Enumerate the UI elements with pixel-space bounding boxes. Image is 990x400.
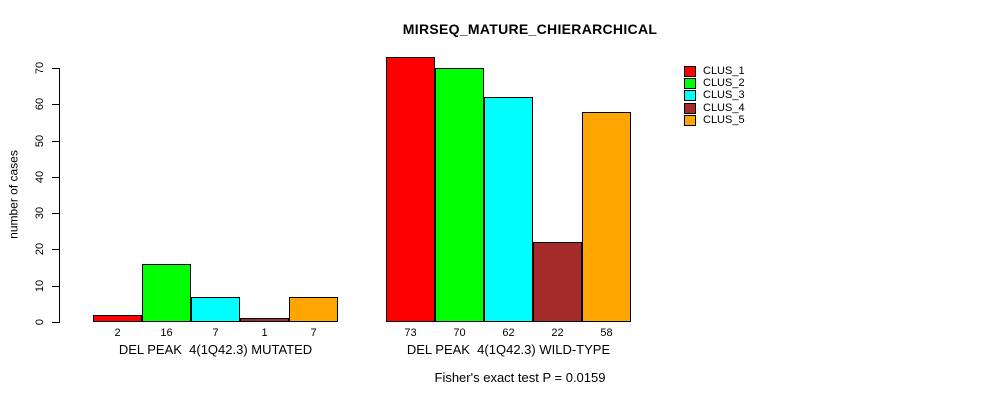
legend-label: CLUS_1 xyxy=(703,64,745,77)
y-axis-title: number of cases xyxy=(6,150,21,239)
bar xyxy=(386,57,435,322)
y-tick-label: 60 xyxy=(34,98,46,111)
legend-swatch xyxy=(684,102,696,114)
y-tick-label: 20 xyxy=(34,243,46,256)
bar xyxy=(484,97,533,322)
legend-swatch xyxy=(684,114,696,126)
bar xyxy=(533,242,582,322)
y-tick-label: 70 xyxy=(34,61,46,75)
y-tick-label: 0 xyxy=(34,318,46,326)
y-tick-label: 50 xyxy=(34,134,46,147)
group-x-axis-label: DEL PEAK 4(1Q42.3) MUTATED xyxy=(118,342,313,357)
bar-value-label: 22 xyxy=(551,327,564,339)
bar-value-label: 7 xyxy=(212,327,219,339)
y-axis-line xyxy=(59,68,60,323)
legend-row: CLUS_5 xyxy=(684,114,745,126)
bar xyxy=(289,297,338,322)
y-tick-mark xyxy=(52,104,59,106)
bar-value-label: 16 xyxy=(160,327,173,339)
y-tick-mark xyxy=(52,285,59,287)
legend: CLUS_1 CLUS_2 CLUS_3 CLUS_4 CLUS_5 xyxy=(684,65,745,126)
y-tick-mark xyxy=(52,140,59,142)
y-tick-mark xyxy=(52,213,59,215)
legend-row: CLUS_2 xyxy=(684,77,745,89)
legend-label: CLUS_3 xyxy=(703,89,745,102)
bar xyxy=(93,315,142,322)
legend-label: CLUS_2 xyxy=(703,76,745,89)
bar xyxy=(582,112,631,322)
bar xyxy=(240,318,289,322)
group-x-axis-label: DEL PEAK 4(1Q42.3) WILD-TYPE xyxy=(406,342,611,357)
y-tick-mark xyxy=(52,68,59,69)
legend-swatch xyxy=(684,65,696,77)
y-tick-mark xyxy=(52,176,59,178)
bar-value-label: 62 xyxy=(502,327,515,339)
bar-value-label: 58 xyxy=(600,327,613,339)
footer-annotation: Fisher's exact test P = 0.0159 xyxy=(434,370,606,385)
y-tick-label: 10 xyxy=(34,279,46,292)
y-tick-mark xyxy=(52,249,59,251)
y-tick-mark xyxy=(52,322,59,323)
legend-swatch xyxy=(684,90,696,102)
legend-swatch xyxy=(684,77,696,89)
bar xyxy=(435,68,484,322)
bar-value-label: 2 xyxy=(114,327,121,339)
legend-label: CLUS_5 xyxy=(703,113,745,126)
bar-value-label: 73 xyxy=(404,327,417,339)
y-tick-label: 40 xyxy=(34,170,46,183)
y-tick-label: 30 xyxy=(34,207,46,220)
bar xyxy=(142,264,191,322)
bar xyxy=(191,297,240,322)
legend-row: CLUS_1 xyxy=(684,65,745,77)
bar-value-label: 7 xyxy=(310,327,317,339)
bar-value-label: 1 xyxy=(261,327,268,339)
bar-value-label: 70 xyxy=(453,327,466,339)
legend-row: CLUS_4 xyxy=(684,102,745,114)
chart-title: MIRSEQ_MATURE_CHIERARCHICAL xyxy=(402,21,658,37)
legend-label: CLUS_4 xyxy=(703,101,745,114)
legend-row: CLUS_3 xyxy=(684,90,745,102)
